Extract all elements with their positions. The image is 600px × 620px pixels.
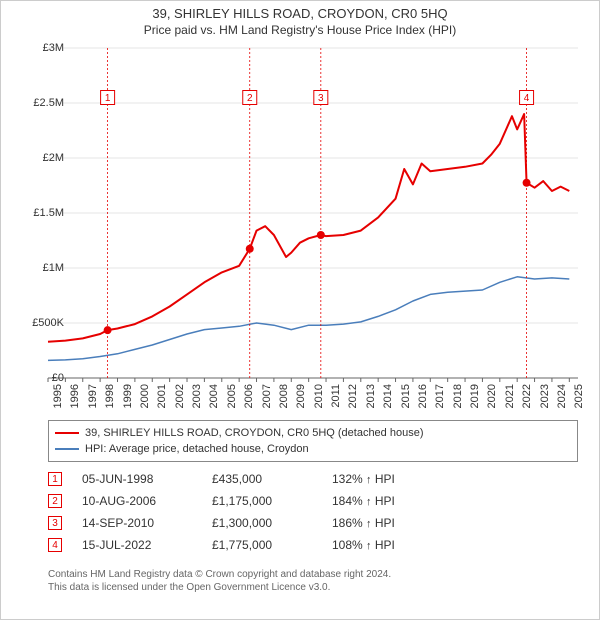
xtick-label: 2005 [226, 384, 238, 408]
footer: Contains HM Land Registry data © Crown c… [48, 568, 578, 594]
ytick-label: £500K [32, 317, 64, 329]
xtick-label: 2007 [261, 384, 273, 408]
sales-marker-icon: 1 [48, 472, 62, 486]
sale-dot-2 [246, 245, 254, 253]
ytick-label: £3M [43, 42, 64, 54]
sales-date: 05-JUN-1998 [82, 472, 212, 486]
xtick-label: 1997 [87, 384, 99, 408]
xtick-label: 2018 [452, 384, 464, 408]
chart-area: 1 2 3 4 [48, 48, 578, 378]
ytick-label: £0 [52, 372, 64, 384]
xtick-label: 2003 [191, 384, 203, 408]
xtick-label: 2004 [208, 384, 220, 408]
sales-marker-icon: 4 [48, 538, 62, 552]
series-hpi [48, 277, 569, 361]
xtick-label: 2002 [174, 384, 186, 408]
chart-container: 39, SHIRLEY HILLS ROAD, CROYDON, CR0 5HQ… [0, 0, 600, 620]
sales-pct: 184% ↑ HPI [332, 494, 452, 508]
sale-dot-1 [104, 326, 112, 334]
sale-marker-num-4: 4 [524, 93, 530, 104]
title-sub: Price paid vs. HM Land Registry's House … [0, 23, 600, 37]
xtick-label: 2011 [330, 384, 342, 408]
sales-row: 1 05-JUN-1998£435,000132% ↑ HPI [48, 468, 578, 490]
xtick-label: 1995 [52, 384, 64, 408]
sales-date: 10-AUG-2006 [82, 494, 212, 508]
xtick-label: 2021 [504, 384, 516, 408]
sale-dot-4 [523, 179, 531, 187]
xtick-label: 2024 [556, 384, 568, 408]
sales-price: £1,775,000 [212, 538, 332, 552]
sales-pct: 108% ↑ HPI [332, 538, 452, 552]
sales-table: 1 05-JUN-1998£435,000132% ↑ HPI 2 10-AUG-20… [48, 468, 578, 556]
legend-swatch [55, 432, 79, 434]
xtick-label: 1996 [69, 384, 81, 408]
xtick-label: 1998 [104, 384, 116, 408]
xtick-label: 2006 [243, 384, 255, 408]
xtick-label: 2001 [156, 384, 168, 408]
title-main: 39, SHIRLEY HILLS ROAD, CROYDON, CR0 5HQ [0, 6, 600, 21]
xtick-label: 2012 [347, 384, 359, 408]
legend-swatch [55, 448, 79, 450]
xtick-label: 2000 [139, 384, 151, 408]
sales-row: 3 14-SEP-2010£1,300,000186% ↑ HPI [48, 512, 578, 534]
xtick-label: 2019 [469, 384, 481, 408]
xtick-label: 2020 [486, 384, 498, 408]
sales-date: 15-JUL-2022 [82, 538, 212, 552]
sales-price: £1,175,000 [212, 494, 332, 508]
xtick-label: 1999 [122, 384, 134, 408]
title-block: 39, SHIRLEY HILLS ROAD, CROYDON, CR0 5HQ… [0, 0, 600, 37]
xtick-label: 2008 [278, 384, 290, 408]
sales-marker-icon: 2 [48, 494, 62, 508]
sales-marker-icon: 3 [48, 516, 62, 530]
legend: 39, SHIRLEY HILLS ROAD, CROYDON, CR0 5HQ… [48, 420, 578, 462]
sales-row: 4 15-JUL-2022£1,775,000108% ↑ HPI [48, 534, 578, 556]
xtick-label: 2025 [573, 384, 585, 408]
sales-price: £435,000 [212, 472, 332, 486]
ytick-label: £2M [43, 152, 64, 164]
sales-price: £1,300,000 [212, 516, 332, 530]
sale-dot-3 [317, 231, 325, 239]
ytick-label: £1.5M [33, 207, 64, 219]
xtick-label: 2017 [434, 384, 446, 408]
sale-marker-num-1: 1 [105, 93, 111, 104]
xtick-label: 2013 [365, 384, 377, 408]
series-price_paid [48, 114, 569, 342]
xtick-label: 2023 [539, 384, 551, 408]
sale-marker-num-2: 2 [247, 93, 253, 104]
xtick-label: 2010 [313, 384, 325, 408]
xtick-label: 2016 [417, 384, 429, 408]
footer-line2: This data is licensed under the Open Gov… [48, 581, 578, 594]
ytick-label: £1M [43, 262, 64, 274]
ytick-label: £2.5M [33, 97, 64, 109]
legend-label: HPI: Average price, detached house, Croy… [85, 443, 309, 455]
footer-line1: Contains HM Land Registry data © Crown c… [48, 568, 578, 581]
sales-row: 2 10-AUG-2006£1,175,000184% ↑ HPI [48, 490, 578, 512]
legend-row: 39, SHIRLEY HILLS ROAD, CROYDON, CR0 5HQ… [55, 425, 571, 441]
xtick-label: 2015 [400, 384, 412, 408]
sales-pct: 186% ↑ HPI [332, 516, 452, 530]
plot-svg: 1 2 3 4 [48, 48, 578, 378]
sale-marker-num-3: 3 [318, 93, 324, 104]
legend-label: 39, SHIRLEY HILLS ROAD, CROYDON, CR0 5HQ… [85, 427, 424, 439]
sales-pct: 132% ↑ HPI [332, 472, 452, 486]
xtick-label: 2014 [382, 384, 394, 408]
xtick-label: 2022 [521, 384, 533, 408]
sales-date: 14-SEP-2010 [82, 516, 212, 530]
xtick-label: 2009 [295, 384, 307, 408]
legend-row: HPI: Average price, detached house, Croy… [55, 441, 571, 457]
